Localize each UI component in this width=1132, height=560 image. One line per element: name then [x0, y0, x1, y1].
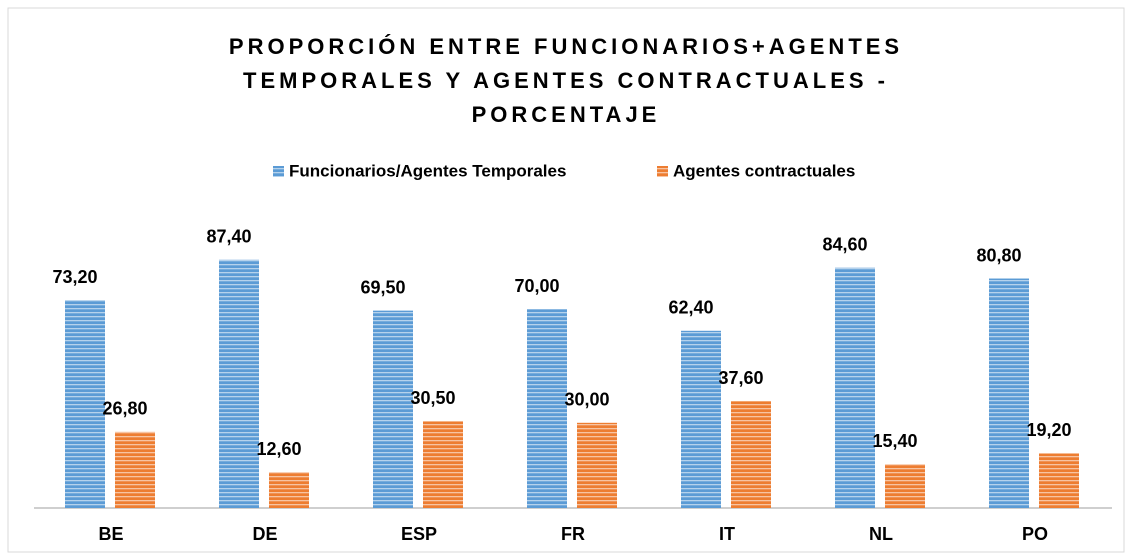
chart-title: PROPORCIÓN ENTRE FUNCIONARIOS+AGENTES — [229, 34, 903, 59]
data-label: 30,00 — [564, 390, 609, 410]
data-label: 37,60 — [718, 368, 763, 388]
data-label: 80,80 — [976, 245, 1021, 265]
legend-label: Funcionarios/Agentes Temporales — [289, 161, 566, 180]
data-label: 12,60 — [256, 439, 301, 459]
bar — [731, 401, 771, 508]
data-label: 30,50 — [410, 388, 455, 408]
data-label: 62,40 — [668, 298, 713, 318]
x-tick-label: PO — [1022, 524, 1048, 544]
x-tick-label: IT — [719, 524, 735, 544]
x-tick-label: FR — [561, 524, 585, 544]
legend-swatch — [657, 166, 668, 177]
data-label: 84,60 — [822, 234, 867, 254]
data-label: 69,50 — [360, 277, 405, 297]
bar — [115, 431, 155, 508]
bar — [681, 330, 721, 508]
chart-title: TEMPORALES Y AGENTES CONTRACTUALES - — [243, 68, 889, 93]
x-tick-label: BE — [98, 524, 123, 544]
bar — [577, 422, 617, 508]
data-label: 26,80 — [102, 399, 147, 419]
chart-title: PORCENTAJE — [472, 102, 661, 127]
x-tick-label: DE — [252, 524, 277, 544]
bar — [885, 464, 925, 508]
bar — [527, 309, 567, 508]
bar — [989, 278, 1029, 508]
data-label: 19,20 — [1026, 420, 1071, 440]
x-tick-label: ESP — [401, 524, 437, 544]
bar — [423, 421, 463, 508]
bar — [835, 267, 875, 508]
bar — [1039, 453, 1079, 508]
legend-swatch — [273, 166, 284, 177]
bar — [373, 310, 413, 508]
bar — [65, 300, 105, 508]
bar — [219, 259, 259, 508]
bar — [269, 472, 309, 508]
data-label: 73,20 — [52, 267, 97, 287]
data-label: 70,00 — [514, 276, 559, 296]
data-label: 15,40 — [872, 431, 917, 451]
data-label: 87,40 — [206, 227, 251, 247]
legend-label: Agentes contractuales — [673, 161, 855, 180]
x-tick-label: NL — [869, 524, 893, 544]
